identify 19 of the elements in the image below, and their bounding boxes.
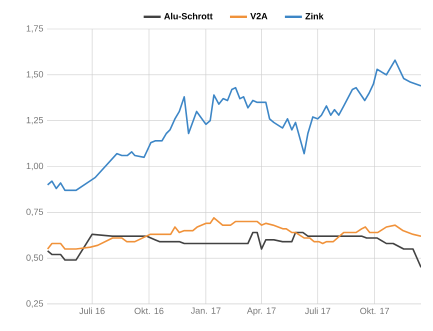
y-tick-label: 1,50: [26, 71, 44, 79]
y-tick-label: 0,25: [26, 300, 44, 308]
x-tick-label: Okt. 16: [134, 308, 164, 314]
y-tick-label: 1,25: [26, 116, 44, 124]
x-tick-label: Okt. 17: [360, 308, 390, 314]
line-series: [47, 232, 422, 268]
x-tick-label: Juli 17: [304, 308, 330, 314]
y-tick-label: 0,50: [26, 254, 44, 262]
legend-label: V2A: [250, 12, 268, 20]
legend-label: Zink: [305, 12, 324, 20]
line-series: [47, 217, 422, 250]
x-tick-label: Apr. 17: [246, 308, 276, 316]
y-tick-label: 0,75: [26, 208, 44, 216]
y-tick-label: 1,75: [26, 25, 44, 33]
x-tick-label: Juli 16: [79, 308, 105, 314]
x-tick-label: Jan. 17: [190, 308, 221, 314]
legend-label: Alu-Schrott: [164, 12, 213, 20]
y-tick-label: 1,00: [26, 162, 44, 170]
line-series: [47, 59, 422, 192]
